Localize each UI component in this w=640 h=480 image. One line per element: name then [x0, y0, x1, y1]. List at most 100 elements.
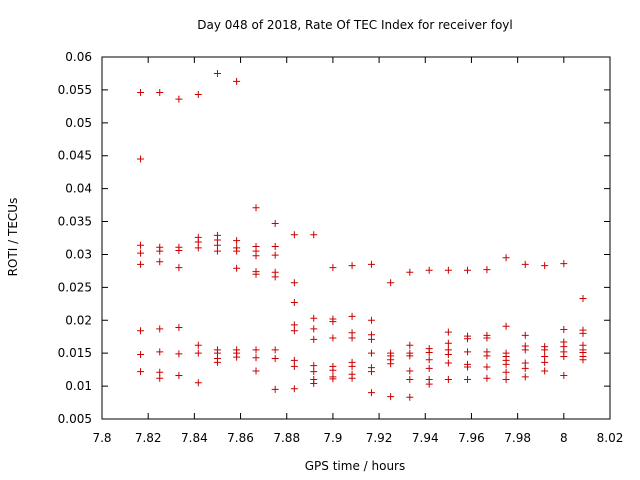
x-tick-label: 7.84 [181, 431, 208, 445]
data-point-marker [387, 279, 395, 287]
x-axis-label: GPS time / hours [305, 459, 406, 473]
data-point-marker [560, 260, 568, 268]
x-tick-label: 8.02 [597, 431, 624, 445]
data-point-marker [502, 376, 510, 384]
data-point-marker [290, 299, 298, 307]
data-point-marker [425, 349, 433, 357]
data-point-marker [521, 364, 529, 372]
data-point-marker [156, 247, 164, 255]
y-tick-label: 0.015 [58, 346, 92, 360]
data-point-marker [271, 243, 279, 251]
data-point-marker [579, 295, 587, 303]
data-point-marker [137, 241, 145, 249]
data-point-marker [252, 354, 260, 362]
y-tick-label: 0.03 [65, 247, 92, 261]
data-point-marker [252, 367, 260, 375]
data-point-marker [579, 356, 587, 364]
data-point-marker [156, 325, 164, 333]
data-point-marker [290, 321, 298, 329]
data-point-marker [406, 376, 414, 384]
data-point-marker [329, 366, 337, 374]
data-point-marker [329, 334, 337, 342]
data-point-marker [367, 260, 375, 268]
chart-title: Day 048 of 2018, Rate Of TEC Index for r… [197, 18, 512, 32]
data-point-marker [387, 360, 395, 368]
data-point-marker [367, 349, 375, 357]
data-point-marker [560, 352, 568, 360]
y-tick-label: 0.045 [58, 149, 92, 163]
data-point-marker [233, 247, 241, 255]
data-point-marker [137, 260, 145, 268]
data-point-marker [175, 350, 183, 358]
data-point-marker [233, 353, 241, 361]
data-point-marker [406, 367, 414, 375]
data-point-marker [156, 368, 164, 376]
data-point-marker [310, 362, 318, 370]
y-tick-label: 0.02 [65, 313, 92, 327]
data-point-marker [290, 356, 298, 364]
data-point-marker [194, 379, 202, 387]
data-point-marker [406, 352, 414, 360]
y-tick-label: 0.04 [65, 182, 92, 196]
data-point-marker [310, 231, 318, 239]
data-point-marker [252, 204, 260, 212]
x-tick-label: 7.8 [92, 431, 111, 445]
data-point-marker [348, 374, 356, 382]
data-point-marker [541, 367, 549, 375]
x-tick-label: 7.92 [366, 431, 393, 445]
y-tick-label: 0.035 [58, 215, 92, 229]
data-point-marker [271, 251, 279, 259]
data-point-marker [290, 327, 298, 335]
data-point-marker [444, 328, 452, 336]
data-point-marker [156, 89, 164, 97]
data-point-marker [310, 368, 318, 376]
data-point-marker [464, 335, 472, 343]
data-point-marker [310, 314, 318, 322]
data-point-marker [194, 341, 202, 349]
data-point-marker [213, 69, 221, 77]
data-point-marker [137, 368, 145, 376]
data-point-marker [310, 325, 318, 333]
data-point-marker [406, 341, 414, 349]
data-point-marker [425, 356, 433, 364]
data-point-marker [348, 362, 356, 370]
data-point-marker [233, 237, 241, 245]
data-point-marker [483, 266, 491, 274]
data-point-marker [521, 260, 529, 268]
data-point-marker [425, 380, 433, 388]
y-tick-label: 0.055 [58, 83, 92, 97]
y-axis-label: ROTI / TECUs [6, 198, 20, 277]
axis-ticks: 7.8 7.82 7.84 7.86 7.88 7.9 7.92 7.94 7.96 7.98 8 8… [58, 50, 624, 445]
x-tick-label: 7.94 [412, 431, 439, 445]
data-point-marker [290, 385, 298, 393]
data-point-marker [271, 220, 279, 228]
data-point-marker [252, 346, 260, 354]
data-point-marker [444, 359, 452, 367]
data-point-marker [271, 346, 279, 354]
data-point-marker [175, 324, 183, 332]
data-point-marker [137, 350, 145, 358]
data-point-marker [406, 268, 414, 276]
data-point-marker [483, 363, 491, 371]
x-tick-label: 7.96 [458, 431, 485, 445]
data-point-marker [137, 155, 145, 163]
plot-frame [101, 56, 611, 420]
y-tick-label: 0.005 [58, 412, 92, 426]
data-point-marker [502, 368, 510, 376]
data-point-marker [310, 335, 318, 343]
y-tick-label: 0.01 [65, 379, 92, 393]
data-point-marker [290, 231, 298, 239]
data-point-marker [213, 358, 221, 366]
data-point-marker [175, 95, 183, 103]
data-point-marker [560, 372, 568, 380]
data-point-marker [541, 346, 549, 354]
data-point-marker [367, 368, 375, 376]
data-point-marker [483, 352, 491, 360]
x-tick-label: 7.98 [504, 431, 531, 445]
data-point-marker [444, 350, 452, 358]
y-tick-label: 0.06 [65, 50, 92, 64]
data-point-marker [541, 358, 549, 366]
data-point-marker [194, 349, 202, 357]
x-tick-label: 7.86 [227, 431, 254, 445]
